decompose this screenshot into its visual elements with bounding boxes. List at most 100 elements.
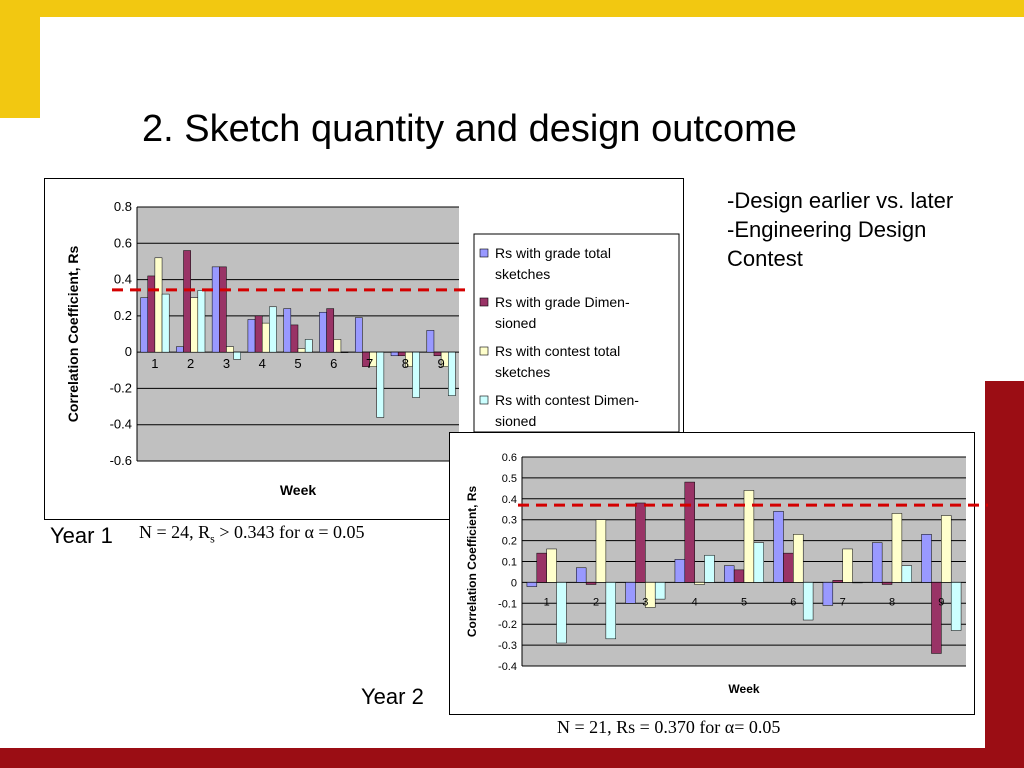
year1-bar	[183, 250, 191, 353]
year1-y-tick-label: -0.4	[110, 417, 132, 432]
year1-x-tick-label: 1	[151, 356, 158, 371]
year1-bar	[340, 351, 349, 353]
year2-y-tick-label: 0.1	[502, 557, 517, 569]
year1-legend-label: sioned	[495, 413, 536, 429]
year1-legend-label: Rs with contest total	[495, 343, 620, 359]
year2-y-tick-label: 0.5	[502, 473, 517, 485]
year2-bar	[536, 552, 547, 583]
year1-bar	[319, 311, 327, 353]
year1-legend	[473, 233, 680, 433]
year2-bar	[704, 554, 715, 583]
year2-y-tick-label: 0.4	[502, 494, 517, 506]
year1-bar	[197, 290, 206, 353]
year2-bar	[773, 511, 784, 583]
year1-legend-swatch	[479, 395, 489, 405]
year2-bar	[783, 552, 794, 583]
year1-bar	[354, 317, 363, 353]
year1-legend-label: sketches	[495, 266, 550, 282]
year1-bar	[412, 351, 420, 398]
year2-y-axis-title: Correlation Coefficient, Rs	[465, 486, 479, 638]
year1-bar	[261, 322, 270, 353]
year1-label: Year 1	[50, 523, 113, 548]
year2-bar	[941, 515, 952, 583]
year2-chart-frame: 0.6 0.5 0.4 0.3 0.2 0.1 0 -0.1 -0.2 -0.3 -0.4 1 2 3 4 5…	[449, 432, 975, 715]
year1-legend-label: Rs with grade Dimen-	[495, 294, 630, 310]
year1-bar	[161, 293, 170, 353]
bullet-item: -Engineering Design	[727, 217, 927, 242]
year1-x-tick-label: 5	[294, 356, 301, 371]
year2-y-tick-label: 0	[511, 577, 517, 589]
year1-y-tick-label: 0.8	[114, 199, 132, 214]
year2-bar	[576, 567, 587, 583]
year1-x-tick-label: 9	[437, 356, 444, 371]
year1-x-tick-label: 6	[330, 356, 337, 371]
year1-bar	[297, 348, 306, 353]
year1-bar	[219, 266, 227, 353]
year1-bar	[147, 275, 156, 353]
right-accent-bar	[985, 381, 1024, 768]
bullet-list: -Design earlier vs. later -Engineering D…	[727, 186, 953, 273]
year2-bar	[921, 534, 932, 583]
year2-x-tick-label: 8	[889, 596, 895, 608]
year2-bar	[625, 582, 636, 604]
year1-legend-label: Rs with grade total	[495, 245, 611, 261]
year1-bar	[448, 351, 456, 396]
year1-x-tick-label: 4	[259, 356, 266, 371]
year1-bar	[247, 319, 256, 353]
year1-legend-label: Rs with contest Dimen-	[495, 392, 639, 408]
year2-bar	[654, 582, 666, 600]
year1-x-axis-title: Week	[280, 482, 317, 498]
year2-bar	[635, 502, 646, 583]
year1-legend-swatch	[479, 248, 489, 258]
year2-x-tick-label: 2	[593, 596, 599, 608]
year1-bar	[333, 339, 342, 353]
year2-bar	[753, 542, 764, 583]
year2-significance-note: N = 21, Rs = 0.370 for α= 0.05	[557, 717, 781, 737]
year1-y-tick-label: -0.6	[110, 453, 132, 468]
year1-x-tick-label: 8	[402, 356, 409, 371]
year2-x-tick-label: 7	[840, 596, 846, 608]
year1-y-tick-label: 0.2	[114, 308, 132, 323]
year1-bar	[426, 330, 435, 353]
year2-bar	[724, 565, 735, 583]
year2-bar	[852, 582, 863, 584]
year2-y-tick-label: -0.2	[498, 619, 517, 631]
left-accent-bar	[0, 17, 40, 118]
year2-bar	[605, 582, 616, 640]
year1-bar	[140, 297, 148, 353]
bullet-item: Contest	[727, 246, 803, 271]
year2-y-tick-label: 0.6	[502, 452, 517, 464]
year1-bar	[226, 346, 234, 353]
year2-y-tick-label: -0.1	[498, 598, 517, 610]
year1-legend-label: sioned	[495, 315, 536, 331]
year1-bar	[290, 324, 299, 353]
year1-y-tick-label: 0.4	[114, 272, 132, 287]
year1-bar	[283, 308, 292, 353]
year1-legend-swatch	[479, 297, 489, 307]
year2-label: Year 2	[361, 684, 424, 709]
top-accent-bar	[0, 0, 1024, 17]
year2-bar	[585, 582, 597, 585]
year1-bar	[233, 351, 242, 360]
year2-x-tick-label: 1	[544, 596, 550, 608]
year1-bar	[154, 257, 163, 353]
year1-chart: 0.8 0.6 0.4 0.2 0 -0.2 -0.4 -0.6 1 2 3 4 5 6 7 8 9 Week Co…	[65, 199, 680, 498]
year1-bar	[269, 306, 277, 353]
year1-significance-note: N = 24, Rs > 0.343 for α = 0.05	[139, 522, 365, 546]
slide-title: 2. Sketch quantity and design outcome	[142, 108, 797, 150]
year2-bar	[694, 582, 705, 585]
year1-legend-swatch	[479, 346, 489, 356]
year2-bar	[526, 582, 538, 587]
year2-y-tick-label: -0.4	[498, 661, 517, 673]
year2-bar	[832, 580, 843, 583]
year2-bar	[901, 565, 912, 583]
year2-bar	[802, 582, 814, 621]
year2-bar	[822, 582, 834, 606]
year1-bar	[190, 297, 199, 353]
year2-x-axis-title: Week	[728, 682, 759, 696]
year2-x-tick-label: 9	[938, 596, 944, 608]
year1-bar	[254, 315, 263, 353]
year1-y-tick-label: 0	[125, 344, 132, 359]
year2-x-tick-label: 4	[692, 596, 698, 608]
year2-x-tick-label: 5	[741, 596, 747, 608]
